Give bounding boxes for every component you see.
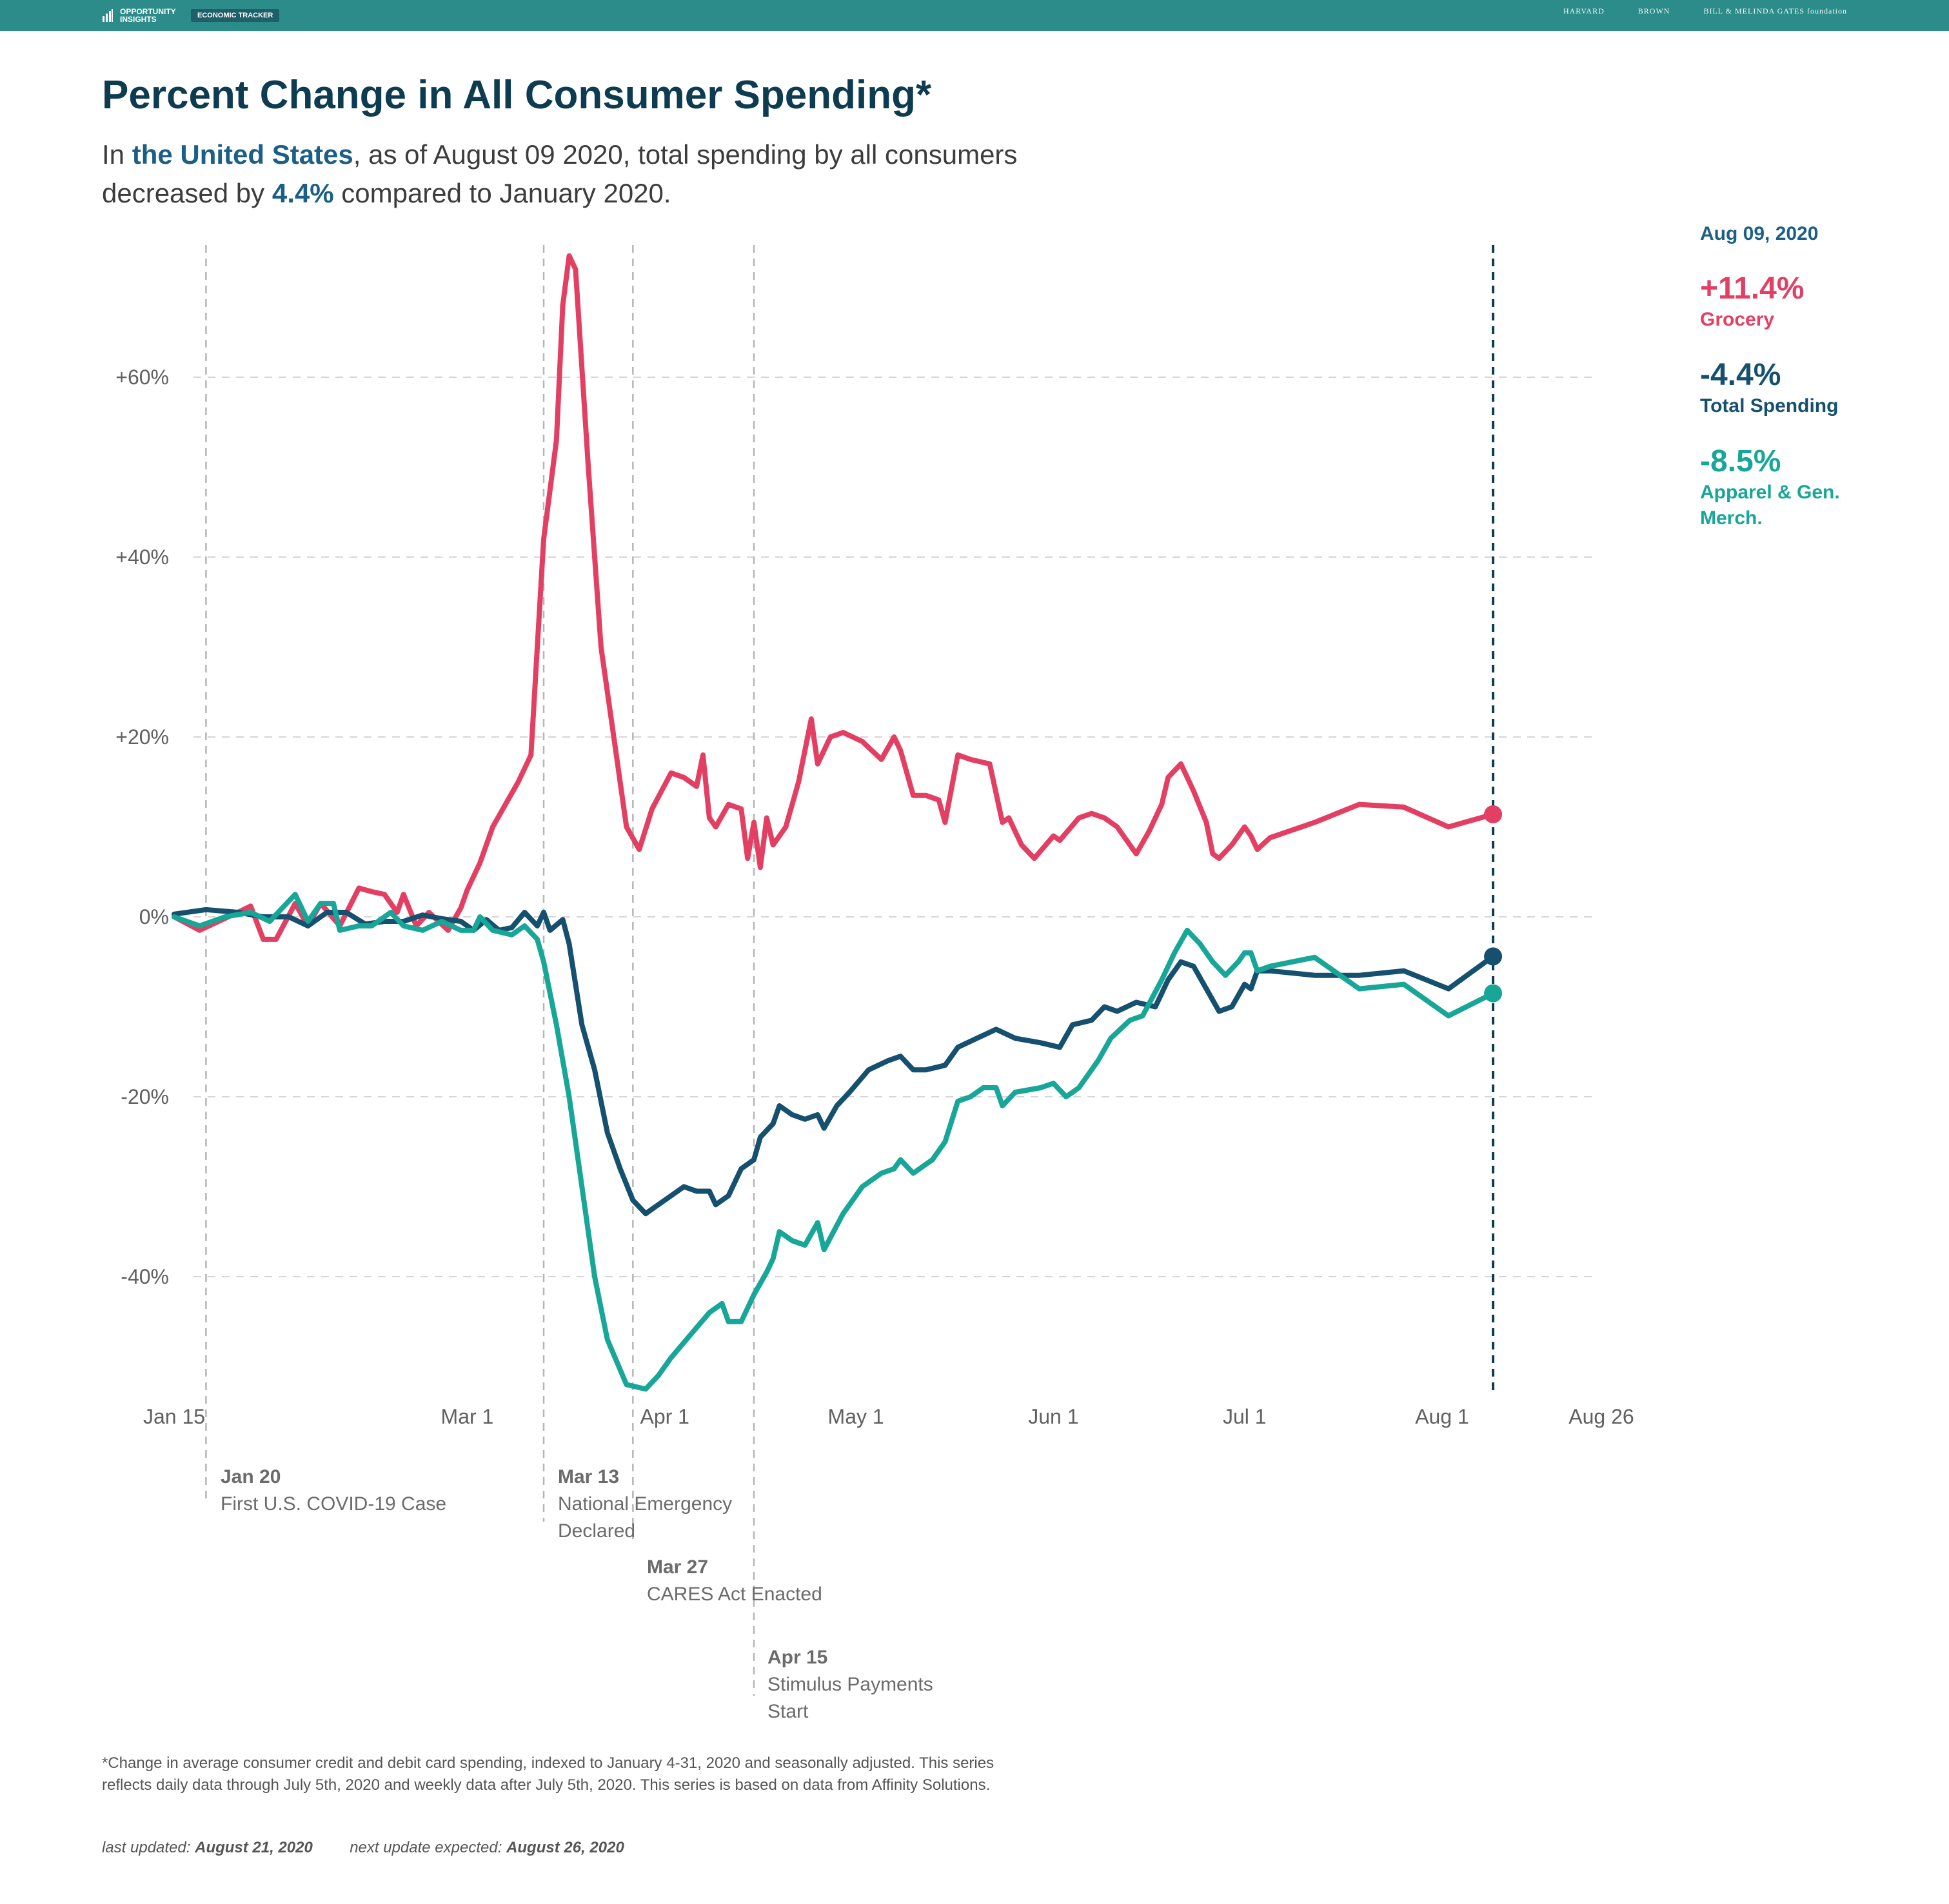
page-title: Percent Change in All Consumer Spending* (102, 73, 932, 117)
x-tick-label: Jun 1 (1028, 1405, 1078, 1428)
y-tick-label: -40% (121, 1265, 169, 1288)
y-tick-label: +60% (115, 366, 169, 389)
event-description: National Emergency (558, 1493, 733, 1515)
y-tick-label: 0% (139, 905, 169, 928)
series-line-grocery[interactable] (172, 253, 1496, 942)
event-description: First U.S. COVID-19 Case (221, 1493, 447, 1515)
series-endpoint-grocery[interactable] (1484, 805, 1503, 823)
subtitle: In the United States, as of August 09 20… (102, 135, 1108, 213)
event-description: Start (767, 1701, 809, 1722)
brand[interactable]: OPPORTUNITY INSIGHTS ECONOMIC TRACKER (102, 6, 280, 25)
event-stimulus-payments: Apr 15 Stimulus Payments Start (767, 1644, 933, 1725)
update-info: last updated: August 21, 2020 next updat… (102, 1839, 624, 1857)
subtitle-text: , as of August 09 2020, total spending b… (102, 139, 1018, 208)
y-tick-label: +40% (115, 545, 169, 569)
event-date: Jan 20 (221, 1466, 281, 1487)
subtitle-text: compared to January 2020. (333, 178, 671, 208)
event-description: Declared (558, 1520, 636, 1542)
subtitle-text: In (102, 139, 132, 170)
change-value: 4.4% (272, 178, 334, 208)
x-tick-label: Apr 1 (640, 1405, 689, 1428)
event-national-emergency: Mar 13 National Emergency Declared (558, 1464, 732, 1545)
last-updated-date: August 21, 2020 (195, 1839, 313, 1856)
current-date: Aug 09, 2020 (1700, 223, 1819, 244)
legend-value: +11.4% (1700, 271, 1805, 306)
event-description: CARES Act Enacted (647, 1584, 822, 1605)
legend-value: -4.4% (1700, 358, 1781, 392)
legend-item-apparel[interactable]: -8.5% Apparel & Gen. Merch. (1700, 444, 1894, 531)
event-first-covid-case: Jan 20 First U.S. COVID-19 Case (221, 1464, 446, 1518)
series-line-total-spending[interactable] (172, 907, 1496, 1217)
event-date: Apr 15 (767, 1647, 828, 1668)
series-endpoint-total-spending[interactable] (1484, 947, 1503, 966)
footnote: *Change in average consumer credit and d… (102, 1754, 994, 1794)
bar-chart-logo-icon (103, 9, 113, 22)
event-date: Mar 13 (558, 1466, 620, 1487)
event-description: Stimulus Payments (767, 1674, 933, 1695)
last-updated-label: last updated: (102, 1839, 191, 1856)
partner-logos: HARVARD BROWN BILL & MELINDA GATES found… (1563, 6, 1847, 16)
event-cares-act: Mar 27 CARES Act Enacted (647, 1554, 822, 1608)
x-tick-label: Mar 1 (441, 1405, 494, 1428)
next-update-label: next update expected: (350, 1839, 502, 1856)
x-tick-label: Jul 1 (1223, 1405, 1267, 1428)
legend-label: Grocery (1700, 309, 1775, 330)
brand-name: OPPORTUNITY INSIGHTS (120, 7, 176, 24)
legend-item-total-spending[interactable]: -4.4% Total Spending (1700, 357, 1894, 419)
series-endpoint-apparel-gen-merch[interactable] (1484, 984, 1503, 1003)
brown-logo: BROWN (1637, 6, 1670, 15)
y-tick-label: -20% (121, 1085, 169, 1108)
x-tick-label: Aug 26 (1568, 1405, 1634, 1428)
top-bar: OPPORTUNITY INSIGHTS ECONOMIC TRACKER HA… (0, 0, 1949, 31)
y-tick-label: +20% (115, 725, 169, 749)
legend-value: -8.5% (1700, 444, 1781, 478)
brand-tag: ECONOMIC TRACKER (191, 9, 280, 22)
x-tick-label: Aug 1 (1415, 1405, 1469, 1428)
series-line-apparel-gen-merch[interactable] (172, 892, 1496, 1392)
legend-label: Apparel & Gen. Merch. (1700, 482, 1840, 529)
location-link[interactable]: the United States (132, 139, 353, 170)
next-update-date: August 26, 2020 (506, 1839, 624, 1856)
x-tick-label: May 1 (828, 1405, 884, 1428)
legend-item-grocery[interactable]: +11.4% Grocery (1700, 271, 1894, 333)
harvard-logo: HARVARD (1563, 6, 1605, 15)
event-date: Mar 27 (647, 1556, 709, 1578)
legend-label: Total Spending (1700, 395, 1839, 417)
x-tick-label: Jan 15 (143, 1405, 205, 1428)
gates-foundation-logo: BILL & MELINDA GATES foundation (1703, 6, 1847, 15)
